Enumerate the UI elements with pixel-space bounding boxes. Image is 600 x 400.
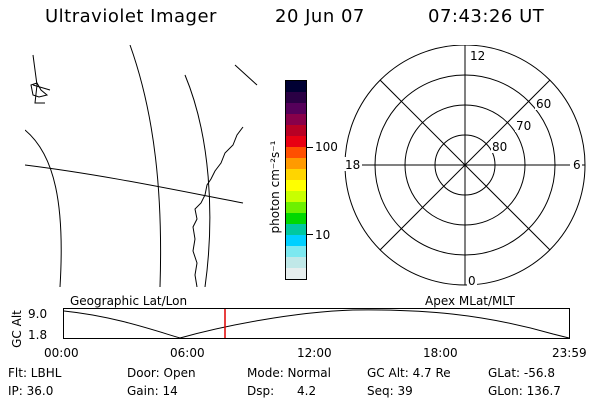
time-tick-label: 18:00: [423, 346, 458, 360]
altitude-track: [63, 308, 570, 339]
mode-info: Mode: Normal: [247, 366, 331, 380]
colorbar-segment: [286, 114, 306, 125]
geo-grid-arc: [25, 129, 62, 287]
colorbar-tick-label: 10: [315, 228, 331, 242]
time-label: 07:43:26 UT: [428, 6, 545, 27]
mlat-label: 70: [516, 119, 531, 133]
colorbar-segment: [286, 268, 306, 279]
filter-info: Flt: LBHL: [8, 366, 62, 380]
altitude-curve: [63, 309, 570, 339]
mlt-label: 18: [345, 158, 360, 172]
geographic-map: [25, 45, 258, 287]
time-tick-label: 06:00: [170, 346, 205, 360]
track-frame: [63, 308, 570, 339]
colorbar-tick: [307, 234, 313, 235]
colorbar-segment: [286, 257, 306, 268]
coastline: [32, 54, 51, 104]
track-ytick-label: 1.8: [28, 328, 48, 342]
colorbar-tick-label: 100: [315, 140, 338, 154]
dsp-info: Dsp: 4.2: [247, 384, 317, 398]
ip-info: IP: 36.0: [8, 384, 54, 398]
colorbar-tick: [307, 147, 313, 148]
colorbar-segment: [286, 92, 306, 103]
gc-alt-info: GC Alt: 4.7 Re: [367, 366, 451, 380]
mlt-label: 0: [468, 274, 476, 288]
glon-info: GLon: 136.7: [488, 384, 561, 398]
colorbar-unit-label: photon cm⁻²s⁻¹: [268, 140, 282, 234]
colorbar-segment: [286, 235, 306, 246]
mlat-label: 80: [492, 140, 507, 154]
colorbar-segment: [286, 169, 306, 180]
colorbar-segment: [286, 103, 306, 114]
colorbar-segment: [286, 125, 306, 136]
colorbar-segment: [286, 213, 306, 224]
mlt-label: 6: [573, 158, 581, 172]
colorbar-segment: [286, 180, 306, 191]
polar-mlt-plot: 12 18 6 0 60 70 80: [344, 45, 586, 288]
geo-grid-line: [25, 164, 244, 204]
track-ytick-label: 9.0: [28, 307, 48, 321]
colorbar-segment: [286, 191, 306, 202]
glat-info: GLat: -56.8: [488, 366, 555, 380]
time-tick-label: 12:00: [297, 346, 332, 360]
colorbar-segment: [286, 147, 306, 158]
time-tick-label: 23:59: [552, 346, 587, 360]
gain-info: Gain: 14: [127, 384, 178, 398]
colorbar-segment: [286, 224, 306, 235]
geographic-label: Geographic Lat/Lon: [70, 294, 188, 308]
geo-grid-arc: [234, 64, 258, 86]
colorbar-segment: [286, 81, 306, 92]
colorbar-segment: [286, 158, 306, 169]
time-tick-label: 00:00: [44, 346, 79, 360]
apex-label: Apex MLat/MLT: [425, 294, 515, 308]
seq-info: Seq: 39: [367, 384, 413, 398]
intensity-colorbar: [285, 80, 307, 280]
island-outline: [30, 82, 49, 98]
geo-grid-arc: [129, 45, 162, 287]
image-title: Ultraviolet Imager: [45, 6, 217, 27]
coastline: [192, 126, 244, 287]
colorbar-segment: [286, 136, 306, 147]
mlt-label: 12: [470, 49, 485, 63]
colorbar-segment: [286, 202, 306, 213]
track-axis-label: GC Alt: [10, 310, 24, 348]
door-info: Door: Open: [127, 366, 196, 380]
mlt-meridian: [379, 79, 551, 251]
mlat-label: 60: [536, 97, 551, 111]
geo-grid-arc: [184, 74, 211, 287]
date-label: 20 Jun 07: [275, 6, 365, 27]
colorbar-segment: [286, 246, 306, 257]
